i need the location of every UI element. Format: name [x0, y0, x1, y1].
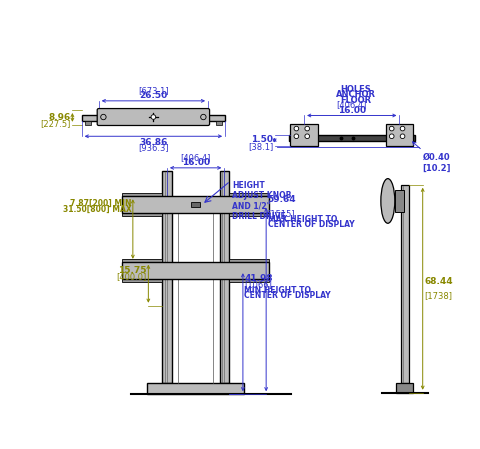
Text: 8.96: 8.96	[48, 113, 71, 122]
Bar	[229, 193, 269, 216]
Text: [400.0]: [400.0]	[117, 272, 147, 281]
Ellipse shape	[381, 179, 395, 223]
Bar	[191, 202, 200, 207]
Bar	[220, 171, 229, 383]
Text: [406.4]: [406.4]	[336, 100, 367, 109]
Text: HOLES: HOLES	[340, 85, 371, 94]
Circle shape	[201, 114, 206, 120]
Bar	[85, 121, 91, 125]
Bar	[216, 121, 222, 125]
Bar	[396, 383, 413, 393]
Circle shape	[151, 114, 156, 119]
Text: 36.86: 36.86	[139, 138, 168, 147]
Bar	[122, 259, 162, 282]
Circle shape	[400, 134, 405, 139]
Text: 15.75: 15.75	[118, 266, 147, 275]
Circle shape	[305, 126, 310, 131]
Text: [406.4]: [406.4]	[180, 153, 211, 162]
Bar	[385, 124, 413, 145]
Text: 41.98: 41.98	[244, 274, 273, 283]
Text: 31.50[800] MAX: 31.50[800] MAX	[62, 205, 132, 214]
Text: 7.87[200] MIN: 7.87[200] MIN	[70, 198, 132, 207]
Text: [673.1]: [673.1]	[138, 86, 168, 95]
Bar	[147, 383, 244, 394]
Circle shape	[389, 134, 394, 139]
Text: [936.3]: [936.3]	[138, 143, 168, 152]
Bar	[82, 115, 225, 121]
Text: MAX HEIGHT TO: MAX HEIGHT TO	[268, 215, 337, 224]
Bar	[122, 193, 162, 216]
Circle shape	[305, 134, 310, 139]
Text: 1.50: 1.50	[251, 136, 273, 145]
Circle shape	[101, 114, 106, 120]
Text: 16.00: 16.00	[181, 158, 210, 167]
Text: 68.44: 68.44	[424, 277, 453, 286]
Bar	[122, 262, 269, 279]
Bar	[229, 259, 269, 282]
Text: FLOOR: FLOOR	[340, 96, 371, 105]
Bar	[290, 124, 318, 145]
Text: [38.1]: [38.1]	[248, 142, 273, 151]
Text: CENTER OF DISPLAY: CENTER OF DISPLAY	[268, 220, 354, 229]
Text: [1066]: [1066]	[244, 280, 272, 289]
Text: CENTER OF DISPLAY: CENTER OF DISPLAY	[244, 291, 331, 300]
Circle shape	[294, 126, 299, 131]
Text: [227.5]: [227.5]	[40, 119, 71, 128]
Text: [1515]: [1515]	[268, 209, 295, 218]
Text: 26.50: 26.50	[139, 91, 168, 100]
FancyBboxPatch shape	[97, 109, 210, 125]
Circle shape	[389, 126, 394, 131]
Bar	[162, 171, 172, 383]
Text: Ø0.40
[10.2]: Ø0.40 [10.2]	[412, 142, 451, 172]
Text: ANCHOR: ANCHOR	[336, 90, 376, 99]
Text: MIN HEIGHT TO: MIN HEIGHT TO	[244, 286, 312, 295]
Bar	[122, 196, 269, 213]
Text: [1738]: [1738]	[424, 291, 452, 300]
Bar	[395, 190, 404, 212]
Text: 59.64: 59.64	[268, 195, 296, 204]
Circle shape	[294, 134, 299, 139]
Bar	[288, 135, 415, 141]
Text: 16.00: 16.00	[338, 106, 366, 114]
Text: HEIGHT
ADJUST KNOB
AND 1/2"
DRILL DRIVE: HEIGHT ADJUST KNOB AND 1/2" DRILL DRIVE	[232, 181, 291, 221]
Circle shape	[400, 126, 405, 131]
Bar	[401, 185, 409, 383]
